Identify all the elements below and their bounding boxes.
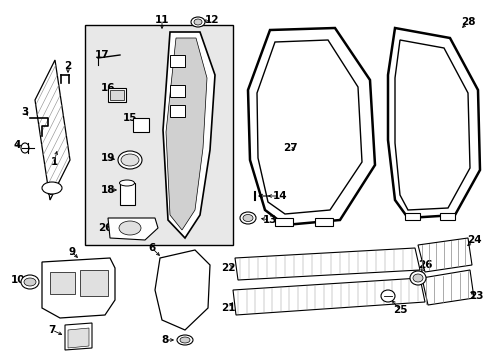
Polygon shape [165,38,206,230]
Polygon shape [108,218,158,240]
Polygon shape [163,32,215,238]
Text: 13: 13 [262,215,277,225]
FancyBboxPatch shape [170,105,184,117]
Text: 18: 18 [101,185,115,195]
Text: 6: 6 [148,243,155,253]
Ellipse shape [119,180,134,186]
Polygon shape [155,250,209,330]
Text: 11: 11 [154,15,169,25]
FancyBboxPatch shape [80,270,108,296]
Text: 19: 19 [101,153,115,163]
Text: 21: 21 [220,303,235,313]
Ellipse shape [121,154,139,166]
Text: 26: 26 [417,260,431,270]
Polygon shape [120,183,135,205]
Polygon shape [421,270,473,305]
FancyBboxPatch shape [314,218,332,226]
Text: 22: 22 [220,263,235,273]
Text: 10: 10 [11,275,25,285]
Ellipse shape [21,275,39,289]
Text: 23: 23 [468,291,482,301]
Text: 28: 28 [460,17,474,27]
Text: 1: 1 [50,157,58,167]
FancyBboxPatch shape [170,55,184,67]
Ellipse shape [194,19,202,25]
FancyBboxPatch shape [108,88,126,102]
Text: 5: 5 [46,187,54,197]
Polygon shape [394,40,469,210]
FancyBboxPatch shape [274,218,292,226]
Ellipse shape [119,221,141,235]
Ellipse shape [191,17,204,27]
Ellipse shape [177,335,193,345]
Polygon shape [417,238,471,272]
Polygon shape [65,323,92,350]
Polygon shape [247,28,374,225]
Ellipse shape [24,278,36,286]
Ellipse shape [412,274,422,282]
Text: 17: 17 [95,50,109,60]
FancyBboxPatch shape [50,272,75,294]
FancyBboxPatch shape [404,213,419,220]
Ellipse shape [380,290,394,302]
FancyBboxPatch shape [133,118,149,132]
Text: 12: 12 [204,15,219,25]
FancyBboxPatch shape [170,85,184,97]
Polygon shape [68,328,89,348]
Polygon shape [42,258,115,318]
Text: 9: 9 [68,247,76,257]
Text: 25: 25 [392,305,407,315]
Ellipse shape [409,271,425,285]
Text: 3: 3 [21,107,29,117]
Polygon shape [35,60,70,200]
Polygon shape [387,28,479,218]
Text: 20: 20 [98,223,112,233]
Ellipse shape [180,337,190,343]
FancyBboxPatch shape [110,90,124,100]
Text: 2: 2 [64,61,71,71]
Ellipse shape [240,212,256,224]
Ellipse shape [243,215,252,221]
Text: 7: 7 [48,325,56,335]
Polygon shape [232,278,424,315]
Text: 24: 24 [466,235,480,245]
Polygon shape [257,40,361,214]
Polygon shape [235,248,419,280]
Text: 15: 15 [122,113,137,123]
Ellipse shape [42,182,62,194]
Text: 14: 14 [272,191,287,201]
Ellipse shape [118,151,142,169]
Text: 16: 16 [101,83,115,93]
FancyBboxPatch shape [439,213,454,220]
Text: 4: 4 [13,140,20,150]
Text: 27: 27 [282,143,297,153]
FancyBboxPatch shape [85,25,232,245]
Text: 8: 8 [161,335,168,345]
